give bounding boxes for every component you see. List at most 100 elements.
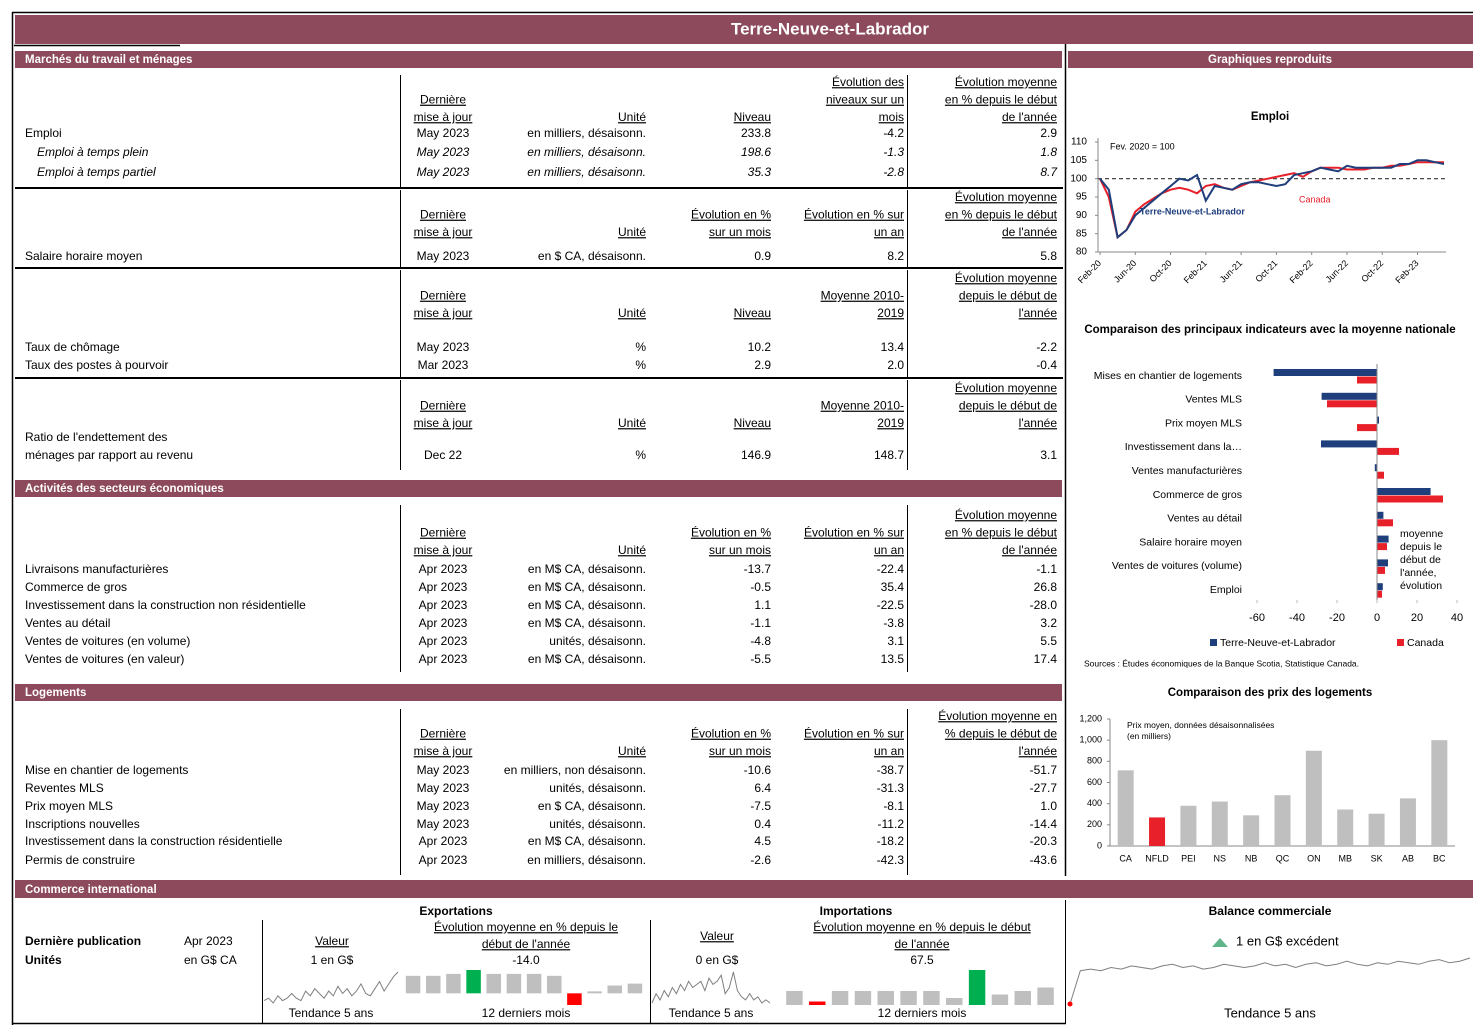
- label: Unités: [25, 953, 62, 967]
- spark-bar: [900, 991, 917, 1005]
- section-title: Logements: [25, 687, 86, 699]
- caption: Tendance 5 ans: [1224, 1005, 1316, 1020]
- row-label: Inscriptions nouvelles: [25, 817, 140, 831]
- column-header: Évolution moyenne en: [938, 708, 1057, 723]
- legend-swatch: [1397, 639, 1404, 646]
- row-label: Salaire horaire moyen: [25, 249, 142, 263]
- column-header: Unité: [618, 225, 646, 239]
- cell: -38.7: [877, 763, 905, 777]
- cell: May 2023: [417, 781, 470, 795]
- cell: en milliers, désaisonn.: [527, 145, 646, 159]
- bar: [1399, 798, 1416, 846]
- column-header: mois: [879, 110, 904, 124]
- category-label: Salaire horaire moyen: [1139, 536, 1242, 548]
- spark-bar: [946, 998, 963, 1005]
- cell: 17.4: [1034, 652, 1058, 666]
- y-tick-label: 105: [1070, 155, 1087, 166]
- row-label: Ventes de voitures (en valeur): [25, 652, 184, 666]
- column-header: mise à jour: [414, 744, 473, 758]
- x-tick-label: -20: [1329, 612, 1345, 624]
- x-tick-label: BC: [1433, 853, 1446, 863]
- row-label: Investissement dans la construction rési…: [25, 834, 283, 848]
- column-header: un an: [874, 225, 904, 239]
- column-header: Unité: [618, 416, 646, 430]
- value: 1 en G$ excédent: [1236, 933, 1339, 948]
- column-header: Évolution en %: [691, 726, 771, 741]
- cell: May 2023: [417, 249, 470, 263]
- cell: -2.6: [750, 853, 771, 867]
- y-tick-label: 200: [1087, 819, 1102, 829]
- row-label: Commerce de gros: [25, 580, 127, 594]
- bar: [1305, 750, 1322, 846]
- row-label: Mise en chantier de logements: [25, 763, 188, 777]
- bar: [1377, 511, 1384, 519]
- caption: 12 derniers mois: [878, 1006, 967, 1020]
- column-header: % depuis le début de: [945, 727, 1057, 741]
- cell: %: [635, 340, 646, 354]
- bar: [1243, 815, 1260, 846]
- bar: [1274, 795, 1291, 846]
- value: -14.0: [512, 953, 540, 967]
- block-title: Exportations: [419, 904, 493, 918]
- x-tick-label: Feb-20: [1076, 258, 1103, 285]
- cell: 2.9: [754, 358, 771, 372]
- y-tick-label: 800: [1087, 756, 1102, 766]
- spark-bar: [506, 973, 522, 994]
- row-label: Taux de chômage: [25, 340, 120, 354]
- cell: 233.8: [741, 126, 771, 140]
- column-header: un an: [874, 744, 904, 758]
- cell: -28.0: [1030, 598, 1058, 612]
- cell: -51.7: [1030, 763, 1058, 777]
- annotation: Fev. 2020 = 100: [1110, 141, 1175, 151]
- sparkline: [1069, 957, 1471, 1005]
- line-series: [1099, 161, 1444, 240]
- x-tick-label: ON: [1307, 853, 1321, 863]
- category-label: Prix moyen MLS: [1165, 417, 1242, 429]
- y-tick-label: 600: [1087, 777, 1102, 787]
- spark-bar: [1037, 987, 1054, 1005]
- x-tick-label: Feb-23: [1393, 258, 1420, 285]
- x-tick-label: MB: [1338, 853, 1352, 863]
- column-header: de l'année: [894, 937, 949, 951]
- x-tick-label: NB: [1245, 853, 1258, 863]
- row-label: Prix moyen MLS: [25, 799, 113, 813]
- cell: -4.8: [750, 634, 771, 648]
- cell: 5.8: [1040, 249, 1057, 263]
- cell: 8.7: [1040, 165, 1058, 179]
- cell: 1.0: [1040, 799, 1057, 813]
- bar: [1149, 817, 1166, 846]
- cell: -7.5: [750, 799, 771, 813]
- spark-bar: [831, 991, 849, 1005]
- value: 1 en G$: [311, 953, 354, 967]
- section-title: Commerce international: [25, 884, 157, 896]
- column-header: depuis le début de: [959, 399, 1057, 413]
- cell: -1.1: [750, 616, 771, 630]
- cell: -13.7: [744, 562, 772, 576]
- cell: unités, désaisonn.: [549, 634, 646, 648]
- cell: 146.9: [741, 448, 771, 462]
- cell: -5.5: [750, 652, 771, 666]
- x-tick-label: Oct-22: [1359, 258, 1385, 284]
- cell: Mar 2023: [418, 358, 469, 372]
- cell: en milliers, non désaisonn.: [504, 763, 646, 777]
- column-header: Unité: [618, 110, 646, 124]
- bar: [1327, 400, 1377, 408]
- cell: May 2023: [417, 126, 470, 140]
- line-series: [1099, 159, 1445, 240]
- cell: 35.3: [748, 165, 772, 179]
- charts-bar: [1068, 51, 1473, 68]
- cell: 198.6: [741, 145, 771, 159]
- column-header: mise à jour: [414, 416, 473, 430]
- cell: May 2023: [417, 799, 470, 813]
- spark-bar: [446, 973, 461, 994]
- column-header: Valeur: [315, 934, 349, 948]
- column-header: Évolution moyenne: [955, 189, 1057, 204]
- cell: -14.4: [1030, 817, 1058, 831]
- cell: 5.5: [1040, 634, 1057, 648]
- y-tick-label: 0: [1097, 840, 1102, 850]
- cell: %: [635, 448, 646, 462]
- x-tick-label: -60: [1249, 612, 1265, 624]
- column-header: en % depuis le début: [945, 526, 1058, 540]
- x-tick-label: 40: [1451, 612, 1463, 624]
- x-tick-label: Jun-22: [1324, 258, 1351, 285]
